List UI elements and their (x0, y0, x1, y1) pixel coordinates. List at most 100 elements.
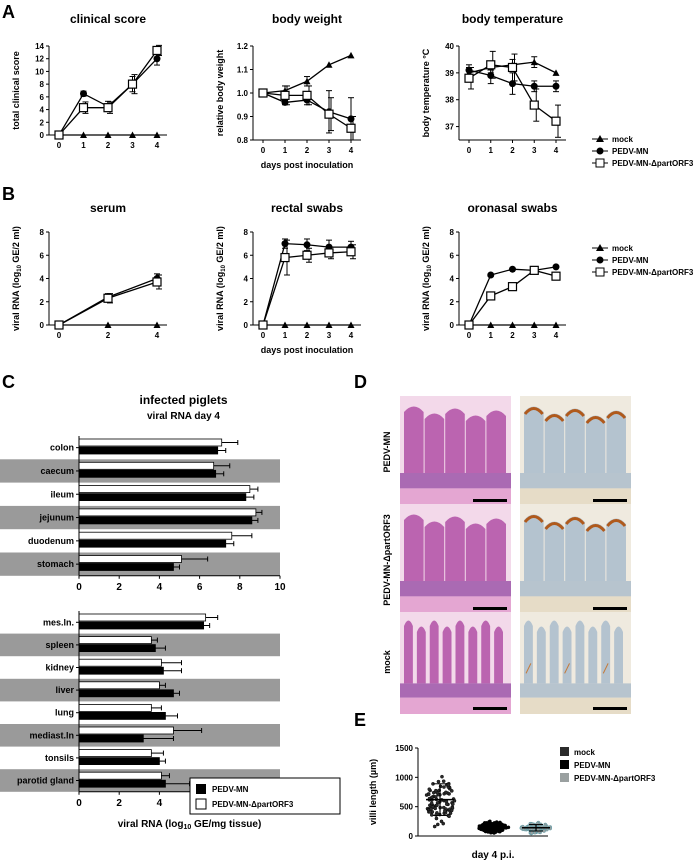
ihc-stain (523, 515, 544, 523)
crypt-layer (520, 581, 631, 597)
scale-bar (473, 707, 507, 710)
x-axis-label: days post inoculation (261, 160, 354, 170)
x-tick-label: 6 (197, 582, 203, 593)
category-label: kidney (45, 663, 74, 673)
data-point (127, 79, 138, 89)
data-point (54, 320, 64, 330)
series-square (464, 265, 561, 330)
data-point (509, 265, 516, 273)
y-tick-label: 40 (445, 42, 454, 51)
y-tick-label: 14 (35, 42, 44, 51)
chart-c1: infected piglets viral RNA day 4 colon caec… (0, 393, 286, 593)
villus (606, 410, 626, 473)
data-point (487, 321, 495, 328)
y-tick-label: 0 (40, 131, 45, 140)
villus (536, 626, 546, 684)
x-tick-label: 1 (283, 146, 288, 155)
bar (78, 469, 217, 478)
x-tick-label: 2 (116, 582, 122, 593)
chart-a3: body temperature 37 38 39 40 0 1 2 3 4 body temper… (421, 12, 566, 155)
x-tick-label: 1 (489, 146, 494, 155)
villus (481, 620, 491, 684)
x-tick-label: 4 (155, 141, 160, 150)
data-point (530, 321, 538, 328)
y-axis-label: body temperature °C (421, 48, 431, 137)
bar (78, 446, 219, 455)
series-triangle (465, 321, 560, 328)
data-point (281, 321, 289, 328)
series-square (258, 239, 356, 330)
ihc-stain (565, 409, 585, 417)
data-point (447, 814, 451, 819)
villus (524, 514, 544, 581)
villus (445, 516, 465, 581)
villus (416, 626, 426, 684)
bar (78, 621, 205, 630)
y-tick-label: 2 (244, 298, 249, 307)
data-point (449, 808, 454, 813)
data-point (552, 82, 560, 90)
y-tick-label: 0 (244, 321, 249, 330)
submucosa (520, 488, 631, 506)
data-point (486, 291, 496, 301)
category-label: spleen (45, 640, 74, 650)
bar (78, 438, 223, 447)
bar (78, 757, 160, 765)
x-axis-label: day 4 p.i. (472, 850, 515, 861)
x-tick-label: 0 (261, 331, 266, 340)
y-tick-label: 39 (445, 69, 454, 78)
legend-e-mn-swatch (560, 760, 569, 769)
x-tick-label: 0 (76, 798, 82, 809)
crypt-layer (520, 683, 631, 698)
data-point (434, 788, 438, 793)
villus (455, 620, 465, 684)
y-tick-label: 0 (409, 832, 414, 841)
chart-title: rectal swabs (271, 201, 343, 215)
y-tick-label: 10 (35, 67, 44, 76)
scale-bar (593, 607, 627, 610)
legend-c-mn-swatch (196, 784, 206, 794)
y-tick-label: 6 (40, 251, 45, 260)
submucosa (400, 596, 511, 614)
x-tick-label: 0 (57, 141, 62, 150)
data-point (446, 782, 451, 787)
x-tick-label: 2 (305, 146, 310, 155)
villus (429, 620, 439, 684)
ihc-stain (565, 517, 585, 525)
legend-b-d-marker (595, 267, 605, 277)
y-tick-label: 6 (450, 251, 455, 260)
chart-title: body temperature (462, 12, 564, 26)
legend-e-mock-swatch (560, 747, 569, 756)
y-tick-label: 1000 (395, 773, 413, 782)
x-axis-label: days post inoculation (261, 345, 354, 355)
data-point (302, 250, 312, 260)
y-tick-label: 1500 (395, 744, 413, 753)
scatter-group (477, 819, 511, 835)
data-point (153, 55, 161, 63)
submucosa (400, 697, 511, 714)
legend-b-mn-marker (596, 256, 604, 264)
data-point (258, 88, 268, 98)
bar (78, 636, 152, 644)
chart-subtitle: viral RNA day 4 (147, 411, 220, 422)
panel-label-e: E (354, 710, 366, 730)
data-point (487, 271, 495, 279)
data-point (325, 321, 333, 328)
x-tick-label: 1 (489, 331, 494, 340)
villus (601, 620, 611, 684)
data-point (346, 123, 356, 133)
y-tick-label: 1.0 (237, 89, 249, 98)
data-point (152, 277, 162, 287)
x-tick-label: 0 (76, 582, 82, 593)
y-tick-label: 4 (40, 275, 45, 284)
villus (442, 626, 452, 684)
data-point (441, 779, 446, 784)
data-point (434, 816, 439, 821)
villus (562, 626, 572, 684)
y-tick-label: 8 (244, 228, 249, 237)
histology-panel: PEDV-MN PEDV-MN-ΔpartORF3 mock (382, 396, 631, 714)
y-tick-label: 0 (40, 321, 45, 330)
data-point (104, 131, 112, 138)
bar (78, 539, 227, 548)
submucosa (400, 488, 511, 506)
